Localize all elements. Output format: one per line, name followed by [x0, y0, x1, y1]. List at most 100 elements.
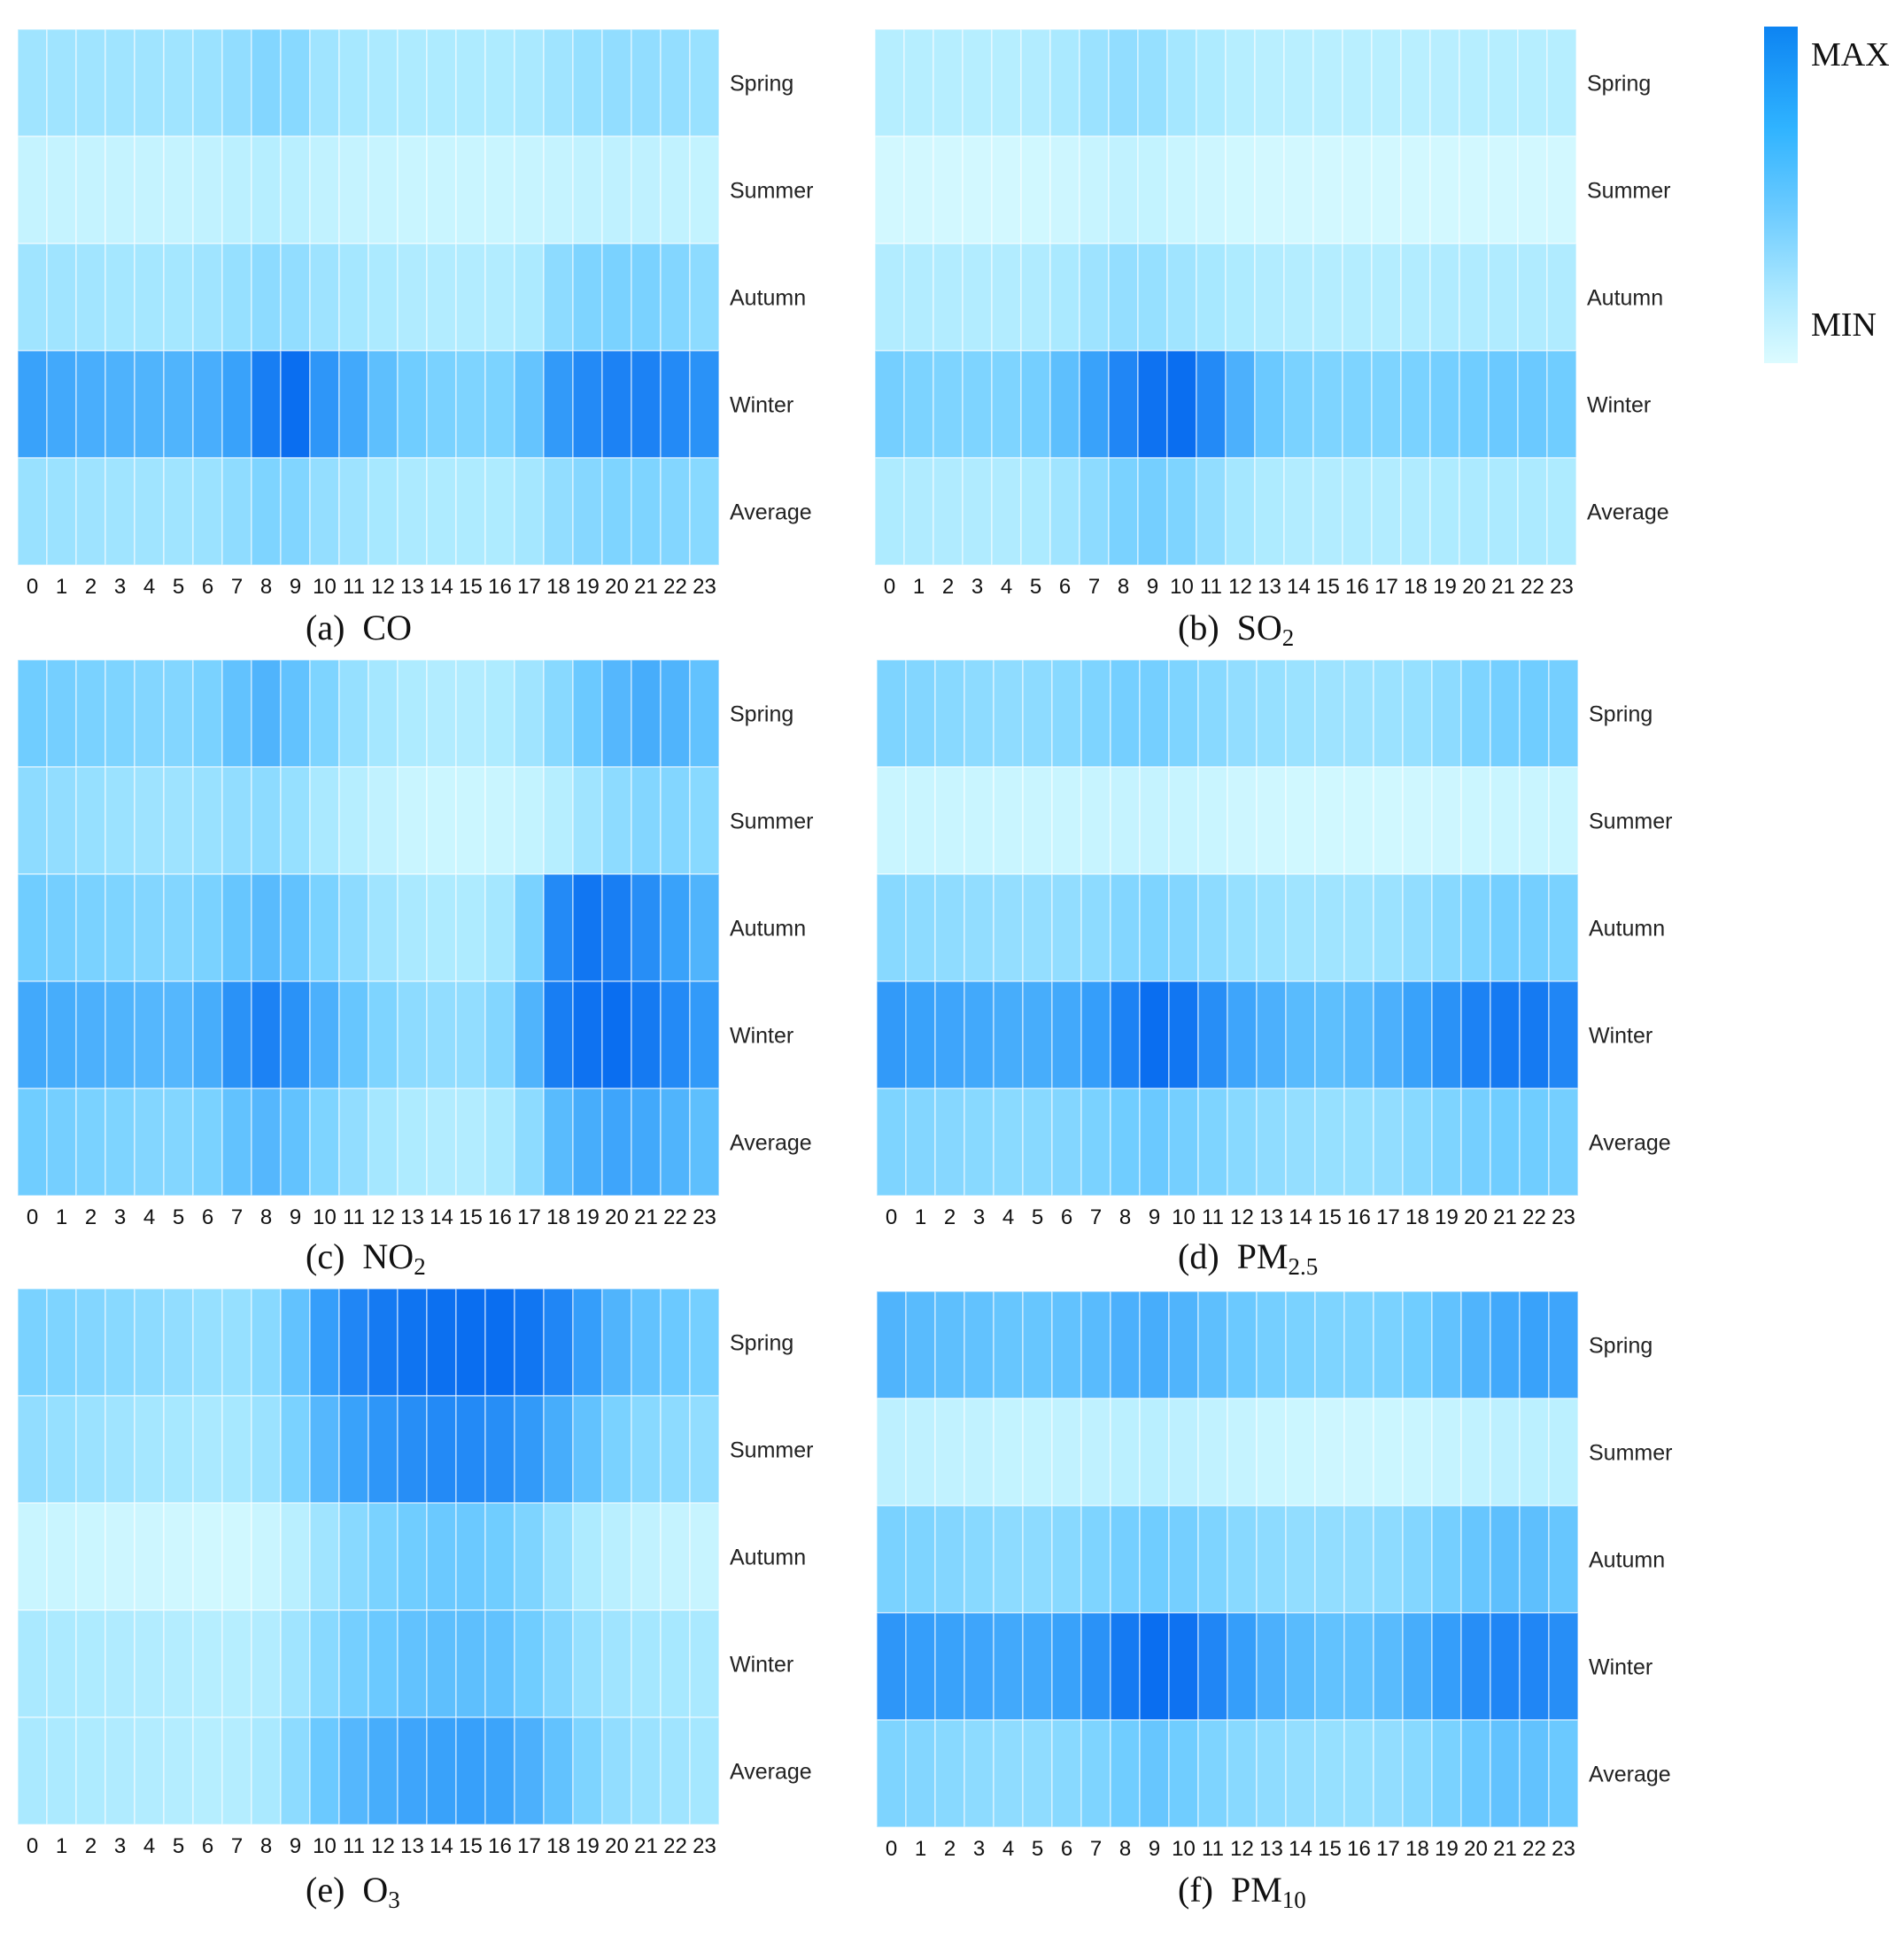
- x-tick-label: 3: [114, 1205, 126, 1229]
- heatmap-cell-pm25-average-h20: [1460, 1088, 1491, 1197]
- heatmap-cell-so2-average-h2: [933, 457, 964, 566]
- row-label-winter: Winter: [1589, 1655, 1652, 1680]
- heatmap-cell-no2-spring-h22: [660, 659, 691, 768]
- heatmap-cell-o3-summer-h11: [338, 1395, 369, 1504]
- heatmap-cell-o3-summer-h8: [251, 1395, 282, 1504]
- heatmap-cell-pm10-winter-h1: [905, 1612, 936, 1721]
- heatmap-cell-no2-average-h8: [251, 1088, 282, 1197]
- x-tick-label: 1: [915, 1837, 926, 1861]
- heatmap-cell-o3-spring-h21: [631, 1288, 662, 1397]
- x-tick-label: 6: [202, 575, 213, 599]
- heatmap-cell-o3-spring-h17: [514, 1288, 545, 1397]
- x-tick-label: 11: [343, 575, 365, 599]
- heatmap-cell-so2-winter-h7: [1079, 350, 1110, 459]
- heatmap-cell-pm25-autumn-h19: [1431, 873, 1462, 982]
- heatmap-cell-co-average-h18: [543, 457, 574, 566]
- caption-title: SO: [1236, 608, 1282, 647]
- heatmap-cell-pm25-winter-h5: [1022, 980, 1053, 1089]
- heatmap-cell-pm10-average-h6: [1051, 1719, 1082, 1828]
- heatmap-cell-so2-winter-h14: [1283, 350, 1314, 459]
- x-tick-label: 17: [1376, 1837, 1400, 1861]
- x-tick-label: 13: [400, 1834, 424, 1858]
- heatmap-cell-pm25-average-h3: [964, 1088, 995, 1197]
- heatmap-cell-pm10-winter-h9: [1139, 1612, 1170, 1721]
- heatmap-cell-so2-summer-h11: [1196, 136, 1227, 244]
- x-tick-label: 13: [400, 575, 424, 599]
- heatmap-cell-o3-summer-h13: [397, 1395, 428, 1504]
- heatmap-cell-o3-average-h22: [660, 1716, 691, 1825]
- heatmap-cell-so2-winter-h21: [1488, 350, 1519, 459]
- x-tick-label: 11: [1202, 1205, 1224, 1229]
- heatmap-cell-pm10-average-h3: [964, 1719, 995, 1828]
- heatmap-cell-co-average-h6: [192, 457, 223, 566]
- heatmap-cell-o3-summer-h17: [514, 1395, 545, 1504]
- heatmap-cell-o3-spring-h20: [601, 1288, 632, 1397]
- caption-title: PM: [1230, 1870, 1282, 1910]
- row-label-autumn: Autumn: [1589, 1548, 1665, 1573]
- heatmap-cell-no2-summer-h1: [46, 766, 77, 875]
- heatmap-cell-so2-summer-h1: [903, 136, 934, 244]
- heatmap-cell-pm25-summer-h10: [1168, 766, 1199, 875]
- heatmap-cell-pm10-average-h17: [1373, 1719, 1404, 1828]
- x-tick-label: 4: [143, 1834, 155, 1858]
- heatmap-cell-pm25-average-h14: [1285, 1088, 1316, 1197]
- heatmap-cell-so2-autumn-h12: [1225, 243, 1256, 352]
- x-tick-label: 7: [1090, 1205, 1102, 1229]
- heatmap-cell-co-summer-h7: [221, 136, 252, 244]
- heatmap-cell-pm25-spring-h21: [1490, 659, 1521, 768]
- heatmap-cell-no2-spring-h2: [75, 659, 106, 768]
- heatmap-cell-no2-autumn-h15: [455, 873, 486, 982]
- heatmap-cell-pm25-spring-h8: [1110, 659, 1141, 768]
- heatmap-cell-co-spring-h14: [426, 28, 457, 137]
- heatmap-cell-pm10-winter-h21: [1490, 1612, 1521, 1721]
- heatmap-cell-o3-average-h21: [631, 1716, 662, 1825]
- heatmap-cell-no2-summer-h22: [660, 766, 691, 875]
- heatmap-cell-no2-average-h1: [46, 1088, 77, 1197]
- heatmap-cell-so2-spring-h14: [1283, 28, 1314, 137]
- heatmap-cell-no2-average-h21: [631, 1088, 662, 1197]
- heatmap-cell-so2-summer-h8: [1108, 136, 1139, 244]
- heatmap-cell-no2-average-h10: [309, 1088, 340, 1197]
- heatmap-cell-no2-winter-h17: [514, 980, 545, 1089]
- heatmap-cell-pm10-autumn-h16: [1343, 1505, 1374, 1614]
- heatmap-cell-co-autumn-h8: [251, 243, 282, 352]
- x-tick-label: 8: [260, 1834, 272, 1858]
- heatmap-cell-no2-summer-h6: [192, 766, 223, 875]
- heatmap-cell-so2-autumn-h15: [1312, 243, 1343, 352]
- heatmap-cell-no2-average-h3: [104, 1088, 135, 1197]
- heatmap-cell-so2-winter-h22: [1517, 350, 1548, 459]
- x-tick-label: 17: [517, 1205, 541, 1229]
- heatmap-cell-pm10-summer-h11: [1197, 1398, 1228, 1507]
- heatmap-cell-co-average-h10: [309, 457, 340, 566]
- heatmap-cell-no2-average-h18: [543, 1088, 574, 1197]
- heatmap-cell-so2-summer-h13: [1254, 136, 1285, 244]
- heatmap-cell-pm10-average-h19: [1431, 1719, 1462, 1828]
- heatmap-cell-so2-summer-h7: [1079, 136, 1110, 244]
- heatmap-cell-o3-summer-h1: [46, 1395, 77, 1504]
- heatmap-cell-pm25-average-h17: [1373, 1088, 1404, 1197]
- heatmap-cell-o3-spring-h9: [280, 1288, 311, 1397]
- row-label-autumn: Autumn: [730, 1546, 806, 1570]
- heatmap-cell-o3-autumn-h19: [572, 1502, 603, 1611]
- heatmap-cell-no2-autumn-h19: [572, 873, 603, 982]
- heatmap-cell-pm10-spring-h14: [1285, 1290, 1316, 1399]
- heatmap-cell-co-average-h15: [455, 457, 486, 566]
- heatmap-cell-pm25-winter-h1: [905, 980, 936, 1089]
- heatmap-cell-o3-autumn-h12: [368, 1502, 399, 1611]
- heatmap-cell-pm10-winter-h20: [1460, 1612, 1491, 1721]
- heatmap-cell-pm10-summer-h3: [964, 1398, 995, 1507]
- heatmap-cell-pm10-autumn-h2: [934, 1505, 965, 1614]
- heatmap-cell-no2-winter-h7: [221, 980, 252, 1089]
- heatmap-cell-pm10-winter-h6: [1051, 1612, 1082, 1721]
- x-tick-label: 4: [1002, 1205, 1014, 1229]
- heatmap-cell-co-autumn-h6: [192, 243, 223, 352]
- row-label-spring: Spring: [730, 72, 793, 97]
- heatmap-cell-so2-autumn-h5: [1020, 243, 1051, 352]
- heatmap-cell-o3-winter-h17: [514, 1609, 545, 1718]
- heatmap-cell-o3-average-h20: [601, 1716, 632, 1825]
- heatmap-cell-no2-spring-h23: [689, 659, 720, 768]
- heatmap-cell-pm25-spring-h11: [1197, 659, 1228, 768]
- heatmap-cell-co-summer-h0: [17, 136, 48, 244]
- heatmap-cell-pm25-spring-h0: [876, 659, 907, 768]
